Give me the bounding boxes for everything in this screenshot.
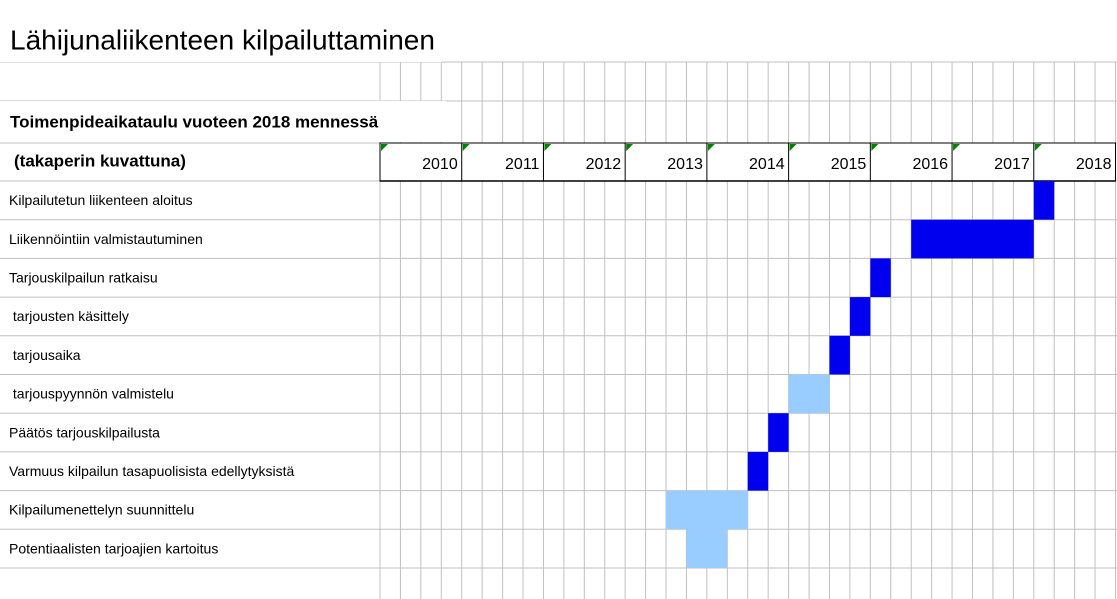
cell-marker [953, 144, 961, 151]
x-tick-label: 2013 [667, 156, 703, 173]
chart-title: Lähijunaliikenteen kilpailuttaminen [10, 24, 435, 55]
task-bar [911, 219, 1034, 259]
task-bar [747, 451, 769, 491]
x-tick-label: 2011 [505, 156, 540, 173]
task-bar [870, 258, 891, 298]
task-bar [768, 413, 789, 452]
task-bar [788, 374, 830, 414]
x-tick-label: 2010 [422, 156, 458, 173]
subtitle: Toimenpideaikataulu vuoteen 2018 menness… [10, 112, 379, 131]
task-label: tarjousaika [9, 347, 81, 363]
task-bar [686, 529, 728, 568]
task-bar [666, 490, 748, 530]
x-tick-label: 2017 [994, 156, 1030, 173]
cell-marker [462, 144, 470, 151]
cell-marker [381, 144, 388, 151]
task-label: Liikennöintiin valmistautuminen [9, 231, 203, 247]
cell-marker [707, 144, 715, 151]
header-row [379, 142, 1116, 182]
x-tick-label: 2018 [1076, 156, 1112, 173]
subtitle: (takaperin kuvattuna) [14, 151, 186, 170]
cell-marker [1034, 144, 1042, 151]
task-bar [849, 297, 871, 336]
task-label: Kilpailutetun liikenteen aloitus [9, 192, 193, 208]
x-tick-label: 2015 [831, 156, 867, 173]
cell-marker [789, 144, 797, 151]
subtitle-cell [0, 101, 446, 142]
task-bar [1033, 181, 1055, 220]
task-bar [829, 335, 850, 375]
task-label: Varmuus kilpailun tasapuolisista edellyt… [9, 463, 295, 479]
chart-area: 2010 2011 2012 2013 2014 2015 2016 2017 2018 Kilp… [9, 142, 1116, 568]
cell-marker [544, 144, 552, 151]
task-label: tarjousten käsittely [9, 308, 129, 324]
x-tick-label: 2012 [586, 156, 622, 173]
task-label: Potentiaalisten tarjoajien kartoitus [9, 540, 218, 556]
x-tick-label: 2016 [912, 156, 948, 173]
task-label: tarjouspyynnön valmistelu [9, 386, 174, 402]
task-label: Kilpailumenettelyn suunnittelu [9, 502, 194, 518]
title-cell [0, 0, 442, 62]
task-label: Päätös tarjouskilpailusta [9, 424, 160, 440]
cell-marker [871, 144, 879, 151]
x-tick-label: 2014 [749, 156, 785, 173]
cell-marker [626, 144, 634, 151]
task-label: Tarjouskilpailun ratkaisu [9, 269, 158, 285]
